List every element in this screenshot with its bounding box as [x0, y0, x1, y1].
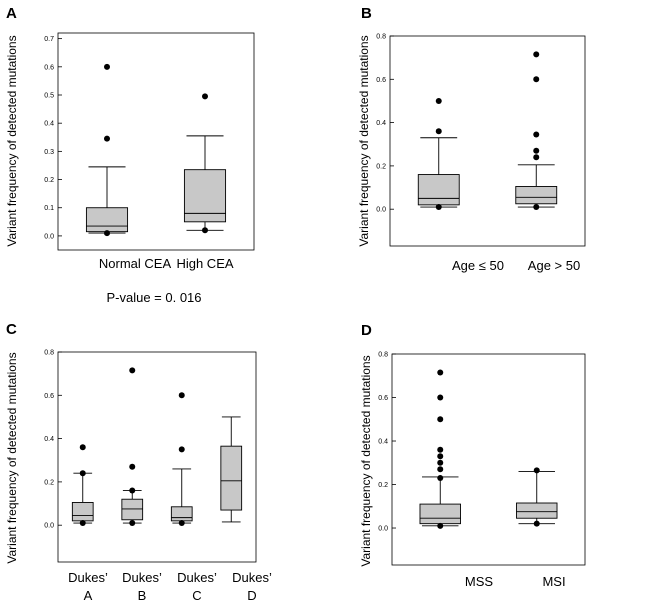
panel-a-p-value: P-value = 0. 016 [106, 290, 201, 305]
panel-b-ytick-label: 0.2 [376, 163, 386, 170]
panel-d-outlier [437, 474, 444, 481]
panel-c-category-label: Dukes’ [232, 570, 272, 585]
panel-b-outlier [533, 131, 540, 138]
panel-c-frame [57, 351, 257, 563]
panel-d-ytick-label: 0.0 [378, 526, 388, 533]
panel-c-category-label: Dukes’ [122, 570, 162, 585]
panel-c-box [71, 502, 94, 522]
panel-b-frame [389, 35, 586, 247]
panel-d-ytick-label: 0.4 [378, 439, 388, 446]
panel-a-ytick-label: 0.4 [44, 121, 54, 128]
panel-b-box [417, 174, 460, 206]
panel-b-outlier [533, 147, 540, 154]
panel-a-outlier [202, 93, 208, 100]
panel-b-outlier [533, 51, 540, 58]
panel-d-outlier [437, 466, 444, 473]
panel-c-ytick-label: 0.4 [44, 436, 54, 443]
panel-a-label: A [6, 5, 17, 22]
panel-b-ytick-label: 0.0 [376, 207, 386, 214]
panel-a-frame [57, 32, 255, 251]
panel-b-ylabel: Variant frequency of detected mutations [357, 35, 371, 246]
panel-d-outlier [533, 467, 540, 474]
panel-d-category-label: MSI [542, 574, 565, 589]
panel-c-ytick-label: 0.0 [44, 523, 54, 530]
panel-b-outlier [533, 76, 540, 83]
panel-d-box [516, 502, 558, 519]
panel-a-category-label: High CEA [176, 256, 233, 271]
panel-b-outlier [533, 204, 540, 211]
panel-c-box [121, 498, 144, 521]
panel-b-outlier [435, 128, 442, 135]
panel-d-category-label: MSS [465, 574, 494, 589]
panel-a-category-label: Normal CEA [99, 256, 172, 271]
panel-a-outlier [104, 135, 110, 142]
panel-c-outlier [129, 367, 136, 374]
panel-a-ytick-label: 0.5 [44, 93, 54, 100]
panel-c-category-label: Dukes’ [177, 570, 217, 585]
panel-d-frame [391, 353, 586, 566]
panel-a-outlier [104, 63, 110, 70]
panel-b-outlier [533, 154, 540, 161]
panel-c-outlier [178, 520, 185, 527]
panel-c-label: C [6, 321, 17, 338]
panel-c-outlier [178, 446, 185, 453]
panel-d-ylabel: Variant frequency of detected mutations [359, 355, 373, 566]
panel-d-label: D [361, 322, 372, 339]
panel-a-ylabel: Variant frequency of detected mutations [5, 35, 19, 246]
panel-c-outlier [129, 463, 136, 470]
panel-a-ytick-label: 0.7 [44, 36, 54, 43]
panel-c-box [170, 506, 193, 522]
panel-d-ytick-label: 0.2 [378, 482, 388, 489]
panel-b-label: B [361, 5, 372, 22]
panel-d-ytick-label: 0.6 [378, 395, 388, 402]
panel-c-box [220, 445, 243, 511]
panel-c-category-label: C [192, 588, 201, 603]
panel-d-outlier [437, 394, 444, 401]
panel-b-outlier [435, 204, 442, 211]
panel-d-outlier [437, 369, 444, 376]
panel-b-category-label: Age ≤ 50 [452, 258, 504, 273]
panel-b-ytick-label: 0.6 [376, 77, 386, 84]
panel-c-category-label: D [247, 588, 256, 603]
panel-b-outlier [435, 97, 442, 104]
panel-d-outlier [437, 446, 444, 453]
panel-a-outlier [104, 230, 110, 237]
panel-b-ytick-label: 0.8 [376, 34, 386, 41]
panel-b-box [515, 186, 558, 205]
panel-c-category-label: A [84, 588, 93, 603]
panel-d-ytick-label: 0.8 [378, 352, 388, 359]
panel-d-outlier [437, 522, 444, 529]
panel-a-ytick-label: 0.2 [44, 177, 54, 184]
panel-a-outlier [202, 227, 208, 234]
panel-c-category-label: B [138, 588, 147, 603]
panel-a-ytick-label: 0.3 [44, 149, 54, 156]
panel-c-outlier [79, 470, 86, 477]
panel-a-box [85, 207, 129, 233]
panel-b-category-label: Age > 50 [528, 258, 580, 273]
panel-d-outlier [437, 459, 444, 466]
panel-c-outlier [129, 520, 136, 527]
panel-c-ylabel: Variant frequency of detected mutations [5, 352, 19, 563]
panel-a-box [183, 169, 227, 223]
panel-c-outlier [79, 520, 86, 527]
panel-c-ytick-label: 0.6 [44, 393, 54, 400]
panel-b-ytick-label: 0.4 [376, 120, 386, 127]
panel-d-outlier [437, 453, 444, 460]
panel-d-outlier [437, 416, 444, 423]
panel-c-ytick-label: 0.8 [44, 350, 54, 357]
panel-a-ytick-label: 0.6 [44, 64, 54, 71]
panel-c-outlier [129, 487, 136, 494]
panel-c-category-label: Dukes’ [68, 570, 108, 585]
panel-d-box [419, 503, 461, 525]
panel-a-ytick-label: 0.1 [44, 205, 54, 212]
panel-a-ytick-label: 0.0 [44, 233, 54, 240]
panel-d-outlier [533, 520, 540, 527]
panel-c-ytick-label: 0.2 [44, 479, 54, 486]
panel-c-outlier [79, 444, 86, 451]
panel-c-outlier [178, 392, 185, 399]
